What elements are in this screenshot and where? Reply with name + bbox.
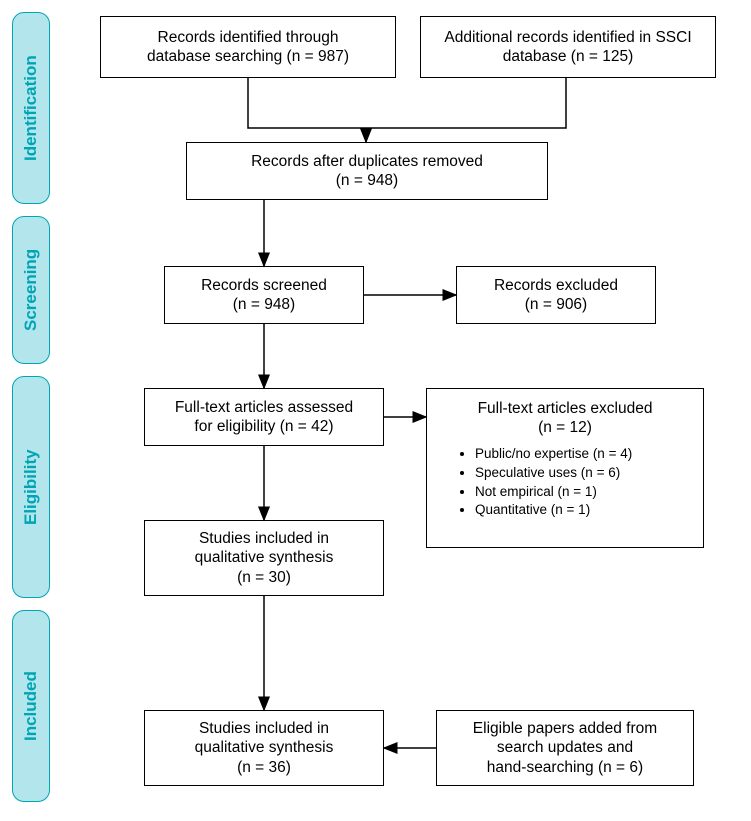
node-text: (n = 906) [525,295,587,314]
exclusion-reason: Speculative uses (n = 6) [475,465,632,482]
node-text: qualitative synthesis [195,548,334,567]
node-excluded-fulltext: Full-text articles excluded (n = 12) Pub… [426,388,704,548]
node-text: Full-text articles assessed [175,398,353,417]
node-text: (n = 30) [237,568,291,587]
node-dedup: Records after duplicates removed (n = 94… [186,142,548,200]
phase-label-text: Included [21,671,41,741]
node-text: (n = 12) [538,418,592,437]
node-fulltext: Full-text articles assessed for eligibil… [144,388,384,446]
node-text: search updates and [497,738,633,757]
node-text: (n = 948) [336,171,398,190]
node-text: Additional records identified in SSCI [444,28,691,47]
node-text: qualitative synthesis [195,738,334,757]
node-text: database (n = 125) [503,47,634,66]
edge [366,78,566,128]
node-text: Eligible papers added from [473,719,657,738]
node-text: Records identified through [158,28,339,47]
phase-label-eligibility: Eligibility [12,376,50,598]
node-text: Full-text articles excluded [478,399,653,418]
node-ssci: Additional records identified in SSCI da… [420,16,716,78]
exclusion-reason: Quantitative (n = 1) [475,502,632,519]
node-text: database searching (n = 987) [147,47,349,66]
phase-label-text: Screening [21,249,41,331]
node-qual30: Studies included in qualitative synthesi… [144,520,384,596]
exclusion-reason: Not empirical (n = 1) [475,484,632,501]
node-text: Records screened [201,276,327,295]
node-text: Records after duplicates removed [251,152,483,171]
node-screened: Records screened (n = 948) [164,266,364,324]
node-text: (n = 948) [233,295,295,314]
phase-label-included: Included [12,610,50,802]
node-text: Studies included in [199,529,329,548]
node-hand-search: Eligible papers added from search update… [436,710,694,786]
exclusion-reason: Public/no expertise (n = 4) [475,446,632,463]
node-text: Records excluded [494,276,618,295]
node-excluded-screen: Records excluded (n = 906) [456,266,656,324]
edge [248,78,366,128]
phase-label-text: Eligibility [21,449,41,525]
node-text: for eligibility (n = 42) [194,417,333,436]
exclusion-reasons-list: Public/no expertise (n = 4) Speculative … [457,446,632,522]
node-text: Studies included in [199,719,329,738]
phase-label-identification: Identification [12,12,50,204]
node-text: (n = 36) [237,758,291,777]
phase-label-screening: Screening [12,216,50,364]
node-db-search: Records identified through database sear… [100,16,396,78]
phase-label-text: Identification [21,55,41,161]
node-qual36: Studies included in qualitative synthesi… [144,710,384,786]
node-text: hand-searching (n = 6) [487,758,643,777]
